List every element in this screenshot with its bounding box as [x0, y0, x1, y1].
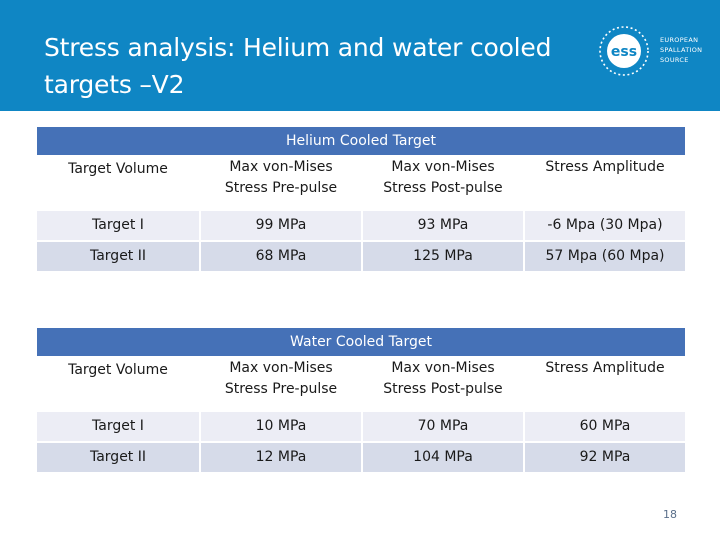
- col-header-post-pulse: Max von-Mises Stress Post-pulse: [361, 157, 523, 209]
- logo-word-1: EUROPEAN: [660, 36, 699, 44]
- table-cell: 10 MPa: [199, 410, 361, 443]
- table-cell: 104 MPa: [361, 443, 523, 472]
- water-header-row: Target Volume Max von-Mises Stress Pre-pu…: [37, 358, 685, 410]
- table-cell: 92 MPa: [523, 443, 685, 472]
- col-header-pre-pulse: Max von-Mises Stress Pre-pulse: [199, 358, 361, 410]
- table-cell: 93 MPa: [361, 209, 523, 242]
- col-header-pre-pulse: Max von-Mises Stress Pre-pulse: [199, 157, 361, 209]
- ess-logo-icon: ess: [599, 26, 649, 76]
- page-number: 18: [663, 508, 677, 521]
- col-header-stress-amplitude: Stress Amplitude: [523, 358, 685, 410]
- table-row: Target II 12 MPa 104 MPa 92 MPa: [37, 443, 685, 472]
- table-cell: Target I: [37, 209, 199, 242]
- table-cell: Target II: [37, 242, 199, 271]
- table-row: Target I 10 MPa 70 MPa 60 MPa: [37, 410, 685, 443]
- table-cell: -6 Mpa (30 Mpa): [523, 209, 685, 242]
- col-header-target-volume: Target Volume: [37, 157, 199, 209]
- slide-title: Stress analysis: Helium and water cooled…: [44, 29, 604, 103]
- slide-header: Stress analysis: Helium and water cooled…: [0, 0, 720, 111]
- title-line-1: Stress analysis: Helium and water cooled: [44, 33, 552, 62]
- table-cell: 68 MPa: [199, 242, 361, 271]
- table-cell: 99 MPa: [199, 209, 361, 242]
- col-header-stress-amplitude: Stress Amplitude: [523, 157, 685, 209]
- table-row: Target II 68 MPa 125 MPa 57 Mpa (60 Mpa): [37, 242, 685, 271]
- table-cell: 60 MPa: [523, 410, 685, 443]
- logo-wordmark: EUROPEAN SPALLATION SOURCE: [660, 35, 702, 65]
- logo-word-3: SOURCE: [660, 56, 689, 64]
- table-row: Target I 99 MPa 93 MPa -6 Mpa (30 Mpa): [37, 209, 685, 242]
- table-cell: 125 MPa: [361, 242, 523, 271]
- table-cell: 57 Mpa (60 Mpa): [523, 242, 685, 271]
- helium-table-caption: Helium Cooled Target: [37, 127, 685, 157]
- table-cell: Target II: [37, 443, 199, 472]
- col-header-target-volume: Target Volume: [37, 358, 199, 410]
- table-cell: Target I: [37, 410, 199, 443]
- water-table-caption: Water Cooled Target: [37, 328, 685, 358]
- table-cell: 12 MPa: [199, 443, 361, 472]
- title-line-2: targets –V2: [44, 70, 185, 99]
- col-header-post-pulse: Max von-Mises Stress Post-pulse: [361, 358, 523, 410]
- ess-logo: ess EUROPEAN SPALLATION SOURCE: [594, 22, 714, 80]
- helium-table: Helium Cooled Target Target Volume Max v…: [37, 127, 685, 271]
- water-table: Water Cooled Target Target Volume Max vo…: [37, 328, 685, 472]
- table-cell: 70 MPa: [361, 410, 523, 443]
- logo-mark-text: ess: [611, 44, 637, 60]
- helium-header-row: Target Volume Max von-Mises Stress Pre-pu…: [37, 157, 685, 209]
- logo-word-2: SPALLATION: [660, 46, 703, 54]
